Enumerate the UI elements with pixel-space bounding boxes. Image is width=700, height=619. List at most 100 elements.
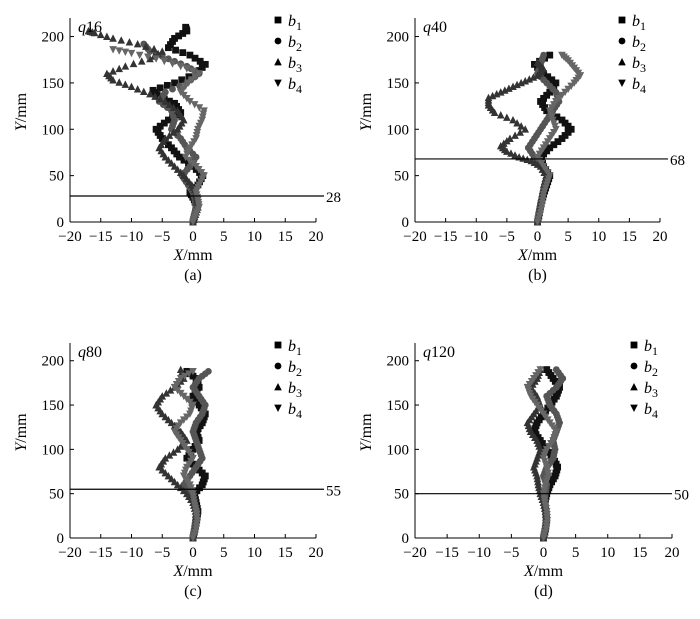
x-tick-label: 5	[220, 545, 228, 561]
x-tick-label: 0	[189, 545, 197, 561]
data-point-b1	[544, 73, 552, 81]
data-point-b3	[513, 80, 521, 89]
x-tick-label: 0	[540, 545, 548, 561]
legend-entry-b1: b1	[618, 13, 646, 33]
data-point-b1	[196, 57, 204, 65]
chart-panel-1: −20 −15 −10 −5 0 5 10 15 20050100150200X/mmY/mm(…	[13, 13, 341, 284]
data-point-b3	[133, 85, 142, 93]
data-point-b1	[156, 84, 164, 92]
panel-label: (b)	[528, 267, 547, 284]
data-point-b4	[536, 209, 545, 217]
data-point-b1	[182, 23, 190, 31]
x-axis-label: X/mm	[523, 563, 564, 580]
x-tick-label: 10	[247, 229, 262, 245]
data-point-b4	[195, 70, 203, 78]
data-point-b4	[193, 519, 201, 528]
x-tick-label: 0	[534, 229, 542, 245]
data-point-b4	[192, 162, 200, 171]
data-point-b1	[172, 46, 179, 54]
data-point-b3	[125, 38, 134, 46]
reference-line-label: 68	[670, 153, 685, 169]
data-point-b4	[188, 159, 197, 168]
data-point-b4	[538, 200, 547, 208]
data-point-b3	[176, 365, 185, 373]
data-point-b4	[190, 101, 199, 109]
legend-entry-b4: b4	[274, 401, 302, 421]
legend-entry-b4: b4	[630, 401, 658, 421]
legend-label: b4	[644, 401, 658, 421]
data-point-b3	[529, 73, 538, 81]
legend-marker-b3	[274, 58, 282, 66]
data-point-b4	[192, 135, 200, 143]
legend-label: b2	[288, 359, 302, 379]
data-point-b3	[511, 151, 519, 159]
case-label: q40	[423, 19, 447, 36]
data-point-b4	[190, 499, 199, 507]
x-tick-label: −15	[435, 545, 458, 561]
data-point-b3	[533, 160, 542, 168]
data-point-b4	[200, 107, 208, 115]
series-b4	[170, 367, 202, 542]
data-point-b1	[186, 51, 194, 59]
data-point-b1	[149, 86, 157, 94]
legend-marker-b1	[274, 16, 282, 24]
data-point-b3	[165, 451, 174, 459]
legend-entry-b2: b2	[274, 34, 302, 54]
data-point-b4	[192, 525, 200, 534]
data-point-b3	[173, 106, 182, 115]
data-point-b1	[553, 113, 561, 121]
y-tick-label: 150	[42, 398, 65, 414]
reference-line-label: 50	[674, 488, 689, 504]
data-point-b1	[548, 76, 556, 84]
series-b4	[109, 46, 208, 226]
data-point-b1	[180, 156, 188, 164]
data-point-b4	[543, 519, 551, 528]
legend-label: b4	[632, 76, 646, 96]
data-point-b3	[115, 78, 123, 86]
y-tick-label: 100	[387, 122, 410, 138]
x-tick-label: 15	[622, 229, 637, 245]
data-point-b4	[537, 206, 545, 214]
data-point-b4	[109, 46, 117, 54]
x-tick-label: 5	[572, 545, 580, 561]
legend-label: b3	[632, 55, 646, 75]
data-point-b4	[536, 366, 545, 374]
x-tick-label: 10	[591, 229, 606, 245]
legend-entry-b1: b1	[630, 338, 658, 358]
legend-marker-b1	[630, 341, 638, 349]
legend-entry-b3: b3	[630, 380, 658, 400]
data-point-b4	[189, 367, 197, 376]
data-point-b3	[521, 125, 530, 133]
legend-entry-b3: b3	[274, 380, 302, 400]
data-point-b4	[115, 47, 123, 55]
data-point-b3	[507, 149, 515, 157]
data-point-b4	[199, 110, 208, 118]
data-point-b3	[492, 90, 501, 98]
data-point-b4	[176, 62, 185, 71]
data-point-b4	[176, 375, 185, 383]
x-tick-label: 15	[278, 229, 293, 245]
data-point-b1	[160, 119, 168, 127]
legend-marker-b4	[618, 79, 626, 87]
data-point-b4	[192, 510, 201, 519]
data-point-b1	[171, 35, 178, 42]
x-tick-label: −15	[434, 229, 457, 245]
legend-marker-b2	[630, 362, 638, 370]
data-point-b3	[158, 392, 167, 400]
data-point-b3	[511, 131, 519, 139]
x-tick-label: 5	[564, 229, 572, 245]
panel-label: (a)	[184, 267, 202, 284]
data-point-b1	[550, 141, 558, 149]
legend-entry-b2: b2	[274, 359, 302, 379]
legend-entry-b2: b2	[618, 34, 646, 54]
legend-marker-b3	[274, 383, 282, 391]
data-point-b3	[103, 69, 111, 78]
series-b4	[533, 51, 585, 226]
x-tick-label: −15	[89, 229, 112, 245]
data-point-b1	[165, 116, 172, 124]
legend-marker-b2	[274, 362, 282, 370]
data-point-b3	[127, 82, 136, 91]
x-tick-label: −5	[503, 545, 519, 561]
legend-entry-b3: b3	[274, 55, 302, 75]
